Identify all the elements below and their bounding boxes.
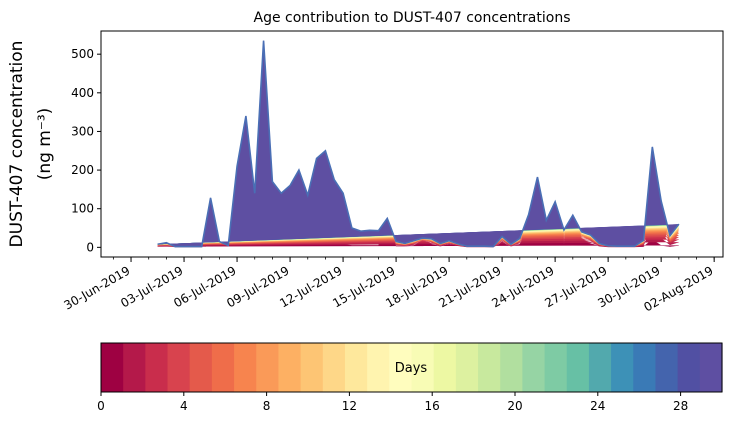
colorbar-swatch [256,343,280,392]
colorbar-swatch [588,343,612,392]
colorbar-tick-label: 24 [590,399,605,413]
colorbar-swatch [655,343,679,392]
colorbar-swatch [322,343,346,392]
colorbar-swatch [411,343,435,392]
y-tick-label: 0 [86,240,94,254]
colorbar [100,342,723,393]
colorbar-swatch [389,343,413,392]
colorbar-swatch [344,343,368,392]
total-outline-line [157,40,680,248]
colorbar-tick-label: 20 [507,399,522,413]
plot-frame [100,30,724,258]
y-axis-label-line1: DUST-407 concentration [7,41,27,248]
y-axis-ticks: 0 100 200 300 400 500 [71,47,101,254]
colorbar-swatch [677,343,701,392]
area-layer-age-27 [157,40,679,247]
colorbar-swatch [455,343,479,392]
colorbar-swatch [478,343,501,392]
area-layers [157,40,680,248]
colorbar-swatch [699,343,723,392]
colorbar-swatch [300,343,324,392]
y-axis-label-line2: (ng m⁻³) [35,108,55,181]
colorbar-swatch [167,343,191,392]
y-tick-label: 100 [71,202,94,216]
colorbar-swatch [611,343,634,392]
colorbar-tick-label: 4 [180,399,188,413]
y-tick-label: 300 [71,124,94,138]
y-tick-label: 500 [71,47,94,61]
colorbar-swatch [633,343,657,392]
colorbar-label: Days [395,361,428,376]
colorbar-swatch [522,343,546,392]
colorbar-swatch [189,343,213,392]
colorbar-tick-label: 28 [673,399,688,413]
chart-title: Age contribution to DUST-407 concentrati… [254,10,571,26]
colorbar-tick-label: 12 [342,399,357,413]
colorbar-swatch [145,343,169,392]
colorbar-tick-label: 8 [263,399,271,413]
colorbar-swatch [234,343,257,392]
colorbar-swatch [123,343,146,392]
y-tick-label: 400 [71,86,94,100]
colorbar-tick-label: 0 [97,399,105,413]
colorbar-swatch [500,343,523,392]
colorbar-ticks: 0 4 8 12 16 20 24 28 [97,392,688,413]
x-axis-ticks: 30-Jun-201903-Jul-201906-Jul-201909-Jul-… [62,257,716,314]
colorbar-swatch [367,343,390,392]
colorbar-swatch [544,343,568,392]
colorbar-swatch [566,343,590,392]
colorbar-swatch [101,343,124,392]
colorbar-frame [100,342,723,393]
colorbar-swatch [278,343,302,392]
colorbar-swatch [211,343,235,392]
colorbar-swatch [433,343,457,392]
y-tick-label: 200 [71,163,94,177]
colorbar-tick-label: 16 [425,399,440,413]
